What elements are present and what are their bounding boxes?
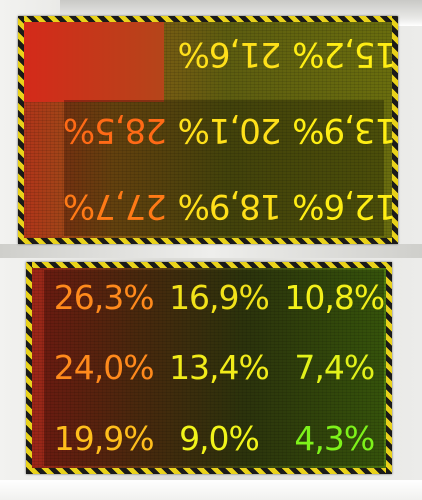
percentage-cell: 21,6%: [178, 34, 282, 74]
bottom-sign-panel: 26,3% 16,9% 10,8% 24,0% 13,4% 7,4% 19,9%…: [26, 262, 392, 474]
percentage-cell: 26,3%: [53, 277, 155, 317]
top-panel-red-area: [24, 22, 164, 102]
top-sign-panel: 12,6% 18,9% 27,7% 13,9% 20,1% 28,5% 15,2…: [18, 16, 398, 244]
percentage-cell: 16,9%: [169, 277, 270, 317]
percentage-cell: 20,1%: [178, 110, 282, 150]
percentage-cell: 4,3%: [294, 419, 375, 459]
percentage-cell: 13,4%: [169, 348, 270, 388]
bottom-percentage-grid: 26,3% 16,9% 10,8% 24,0% 13,4% 7,4% 19,9%…: [46, 262, 392, 474]
percentage-cell: 13,9%: [293, 110, 397, 150]
top-percentage-grid: 12,6% 18,9% 27,7% 13,9% 20,1% 28,5% 15,2…: [58, 16, 398, 244]
percentage-cell: 10,8%: [284, 277, 385, 317]
percentage-cell: 7,4%: [294, 348, 375, 388]
hazard-stripe-left: [26, 262, 32, 474]
background-glare-bottom: [0, 480, 422, 500]
percentage-cell: 18,9%: [178, 186, 282, 226]
background-gap-middle: [0, 244, 422, 258]
top-panel-dark-area: [64, 100, 384, 236]
percentage-cell: 24,0%: [53, 348, 155, 388]
percentage-cell: 27,7%: [63, 186, 167, 226]
percentage-cell: 15,2%: [293, 34, 397, 74]
percentage-cell: 28,5%: [63, 110, 167, 150]
percentage-cell: 12,6%: [293, 186, 397, 226]
bottom-panel-dark-area: [44, 270, 384, 466]
percentage-cell: 19,9%: [53, 419, 155, 459]
percentage-cell: 9,0%: [179, 419, 260, 459]
